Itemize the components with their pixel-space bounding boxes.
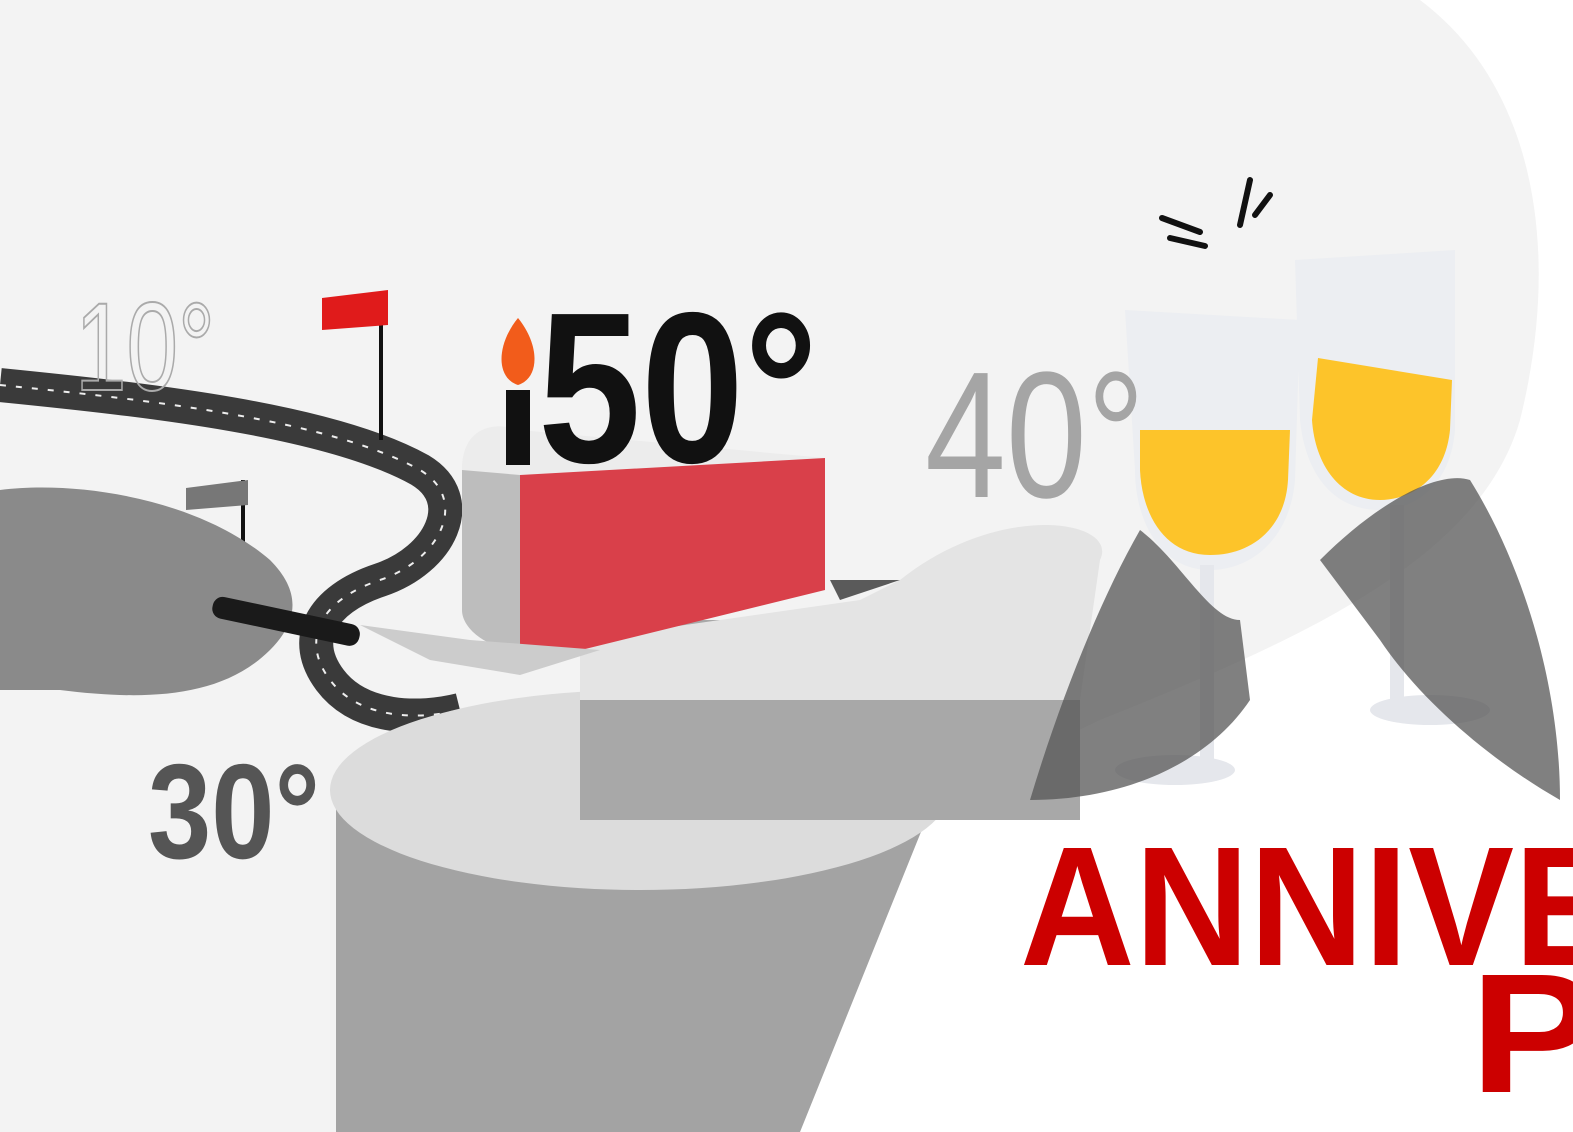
cake-tier-top bbox=[580, 525, 1103, 700]
cake-cut bbox=[830, 580, 900, 600]
flag bbox=[322, 290, 388, 330]
hand bbox=[0, 487, 293, 696]
milestone-ten: 10° bbox=[75, 278, 215, 417]
hand bbox=[1030, 530, 1250, 800]
wine bbox=[1140, 430, 1290, 555]
flag bbox=[186, 480, 248, 510]
milestone-thirty: 30° bbox=[148, 736, 320, 887]
slice-red bbox=[520, 458, 825, 665]
headline-line2: PI bbox=[1470, 939, 1573, 1129]
slice-top bbox=[462, 426, 825, 475]
slice-side bbox=[462, 470, 520, 650]
knife-handle bbox=[212, 596, 360, 646]
wine bbox=[1312, 358, 1452, 500]
milestone-fifty: 50° bbox=[538, 267, 818, 508]
headline-line1: ANNIVE bbox=[1020, 812, 1573, 1002]
road bbox=[0, 368, 465, 733]
server bbox=[360, 625, 600, 675]
cheers-mark bbox=[1159, 177, 1273, 249]
flame bbox=[501, 318, 535, 385]
hand bbox=[1320, 478, 1560, 800]
candle bbox=[506, 390, 530, 465]
milestone-forty: 40° bbox=[925, 335, 1145, 536]
